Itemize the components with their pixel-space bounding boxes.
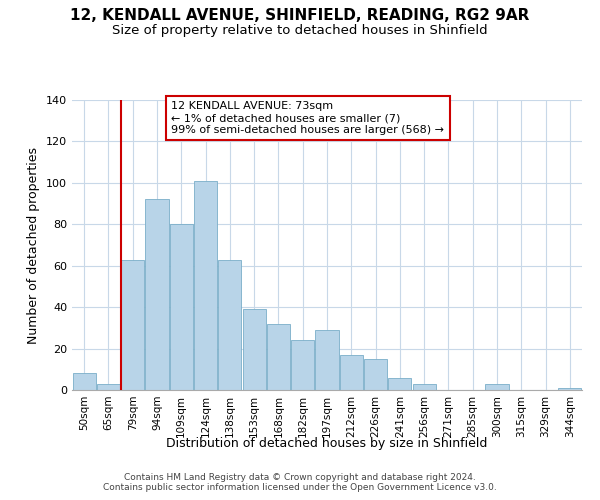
Bar	[145, 200, 169, 390]
Bar	[73, 374, 95, 390]
Bar	[194, 181, 217, 390]
Bar	[267, 324, 290, 390]
Bar	[170, 224, 193, 390]
Text: 12 KENDALL AVENUE: 73sqm
← 1% of detached houses are smaller (7)
99% of semi-det: 12 KENDALL AVENUE: 73sqm ← 1% of detache…	[172, 102, 445, 134]
Bar	[364, 359, 387, 390]
Bar	[316, 330, 338, 390]
Y-axis label: Number of detached properties: Number of detached properties	[28, 146, 40, 344]
Bar	[485, 384, 509, 390]
Bar	[242, 309, 266, 390]
Text: Contains HM Land Registry data © Crown copyright and database right 2024.: Contains HM Land Registry data © Crown c…	[124, 472, 476, 482]
Bar	[388, 378, 412, 390]
Bar	[97, 384, 120, 390]
Text: Size of property relative to detached houses in Shinfield: Size of property relative to detached ho…	[112, 24, 488, 37]
Text: Distribution of detached houses by size in Shinfield: Distribution of detached houses by size …	[166, 438, 488, 450]
Text: Contains public sector information licensed under the Open Government Licence v3: Contains public sector information licen…	[103, 484, 497, 492]
Bar	[218, 260, 241, 390]
Bar	[121, 260, 144, 390]
Bar	[340, 355, 363, 390]
Bar	[291, 340, 314, 390]
Bar	[413, 384, 436, 390]
Text: 12, KENDALL AVENUE, SHINFIELD, READING, RG2 9AR: 12, KENDALL AVENUE, SHINFIELD, READING, …	[70, 8, 530, 22]
Bar	[559, 388, 581, 390]
